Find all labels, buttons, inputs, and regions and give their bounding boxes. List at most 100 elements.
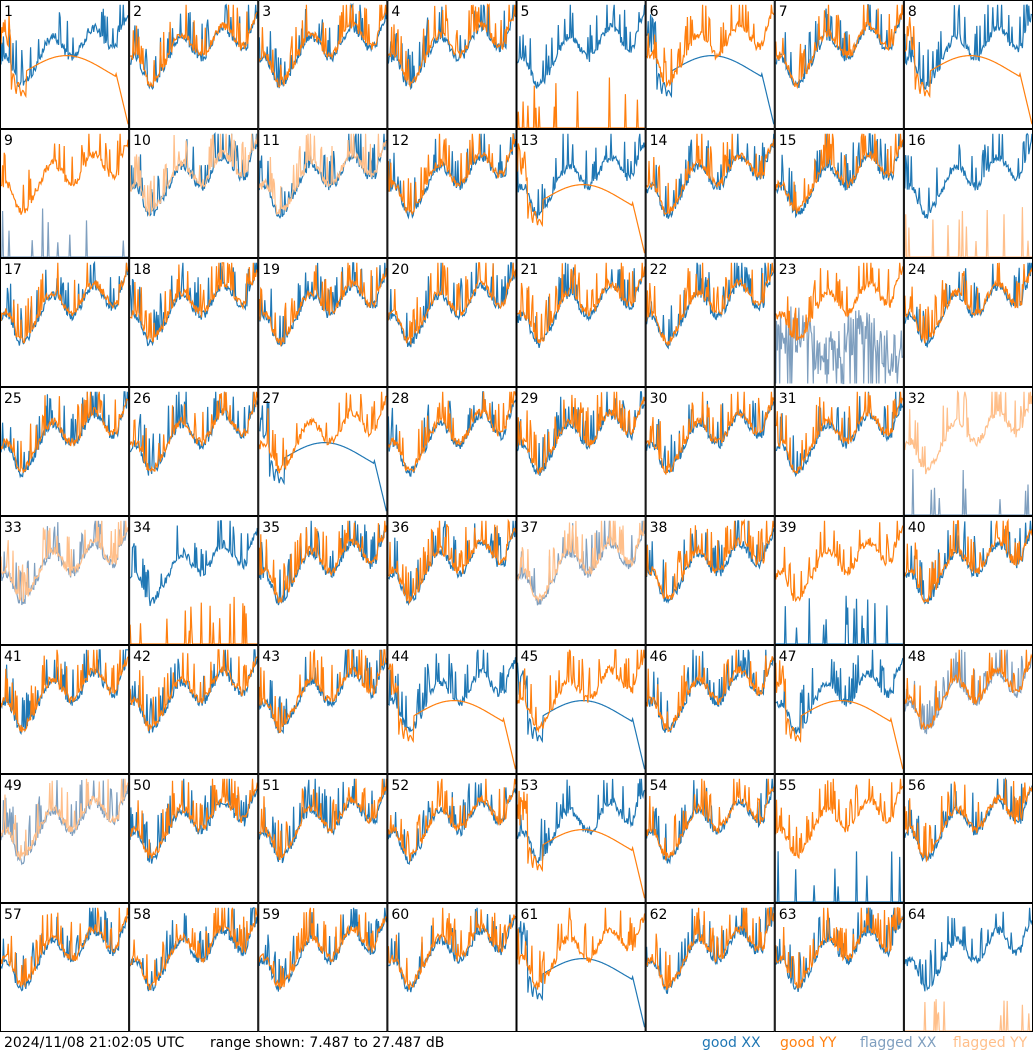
panel-22: 22 (645, 258, 775, 387)
series-yy-32 (904, 389, 1033, 475)
series-yy-50 (129, 778, 258, 859)
series-yy-49 (0, 778, 129, 860)
panel-label: 19 (262, 262, 280, 278)
series-yy-39 (775, 520, 904, 603)
panel-frame (645, 0, 775, 129)
panel-frame (0, 0, 130, 129)
series-yy-22 (646, 262, 775, 347)
panel-39: 39 (774, 516, 904, 645)
series-yy-13 (516, 143, 646, 254)
footer: 2024/11/08 21:02:05 UTC range shown: 7.4… (0, 1032, 1033, 1053)
series-xx-29 (516, 391, 645, 476)
series-yy-36 (388, 518, 517, 604)
panel-frame (774, 258, 904, 387)
panel-12: 12 (387, 129, 517, 258)
panel-frame (774, 387, 904, 516)
panel-label: 52 (391, 778, 409, 794)
series-yy-6 (646, 4, 775, 89)
panel-35: 35 (258, 516, 388, 645)
panel-label: 16 (908, 133, 926, 149)
panel-frame (774, 774, 904, 903)
series-xx-13 (516, 133, 646, 220)
series-yy-14 (646, 133, 775, 216)
panel-47: 47 (774, 645, 904, 774)
panel-5: 5 (516, 0, 646, 129)
panel-56: 56 (903, 774, 1033, 903)
panel-23: 23 (774, 258, 904, 387)
series-yy-15 (775, 133, 904, 214)
series-yy-17 (0, 262, 129, 344)
panel-frame (258, 645, 388, 774)
legend-good-yy: good YY (780, 1035, 837, 1051)
series-yy-64 (904, 999, 1032, 1032)
panel-label: 17 (4, 262, 22, 278)
series-yy-45 (516, 649, 646, 734)
panel-frame (258, 129, 388, 258)
panel-58: 58 (129, 903, 259, 1032)
series-xx-5 (517, 4, 646, 89)
panel-frame (258, 387, 388, 516)
panel-frame (258, 258, 388, 387)
series-xx-37 (516, 520, 646, 606)
panel-frame (645, 387, 775, 516)
series-xx-52 (387, 782, 517, 865)
panel-38: 38 (645, 516, 775, 645)
panel-label: 27 (262, 391, 280, 407)
panel-label: 47 (779, 649, 797, 665)
panel-55: 55 (774, 774, 904, 903)
series-xx-55 (775, 851, 903, 903)
panel-label: 39 (779, 520, 797, 536)
series-yy-26 (129, 391, 258, 473)
series-yy-58 (129, 907, 258, 991)
panel-31: 31 (774, 387, 904, 516)
panel-21: 21 (516, 258, 646, 387)
legend-flagged-xx: flagged XX (860, 1035, 937, 1051)
series-xx-6 (646, 14, 775, 125)
panel-8: 8 (903, 0, 1033, 129)
panel-frame (516, 774, 646, 903)
panel-24: 24 (903, 258, 1033, 387)
panel-label: 55 (779, 778, 797, 794)
panel-frame (258, 903, 388, 1032)
panel-label: 46 (650, 649, 668, 665)
panel-frame (516, 516, 646, 645)
series-yy-23 (775, 262, 904, 341)
panel-frame (258, 516, 388, 645)
panel-30: 30 (645, 387, 775, 516)
panel-label: 30 (650, 391, 668, 407)
panel-label: 26 (133, 391, 151, 407)
panel-frame (774, 645, 904, 774)
panel-label: 32 (908, 391, 926, 407)
series-yy-62 (646, 907, 775, 991)
panel-label: 14 (650, 133, 668, 149)
series-xx-54 (646, 778, 775, 865)
panel-40: 40 (903, 516, 1033, 645)
panel-36: 36 (387, 516, 517, 645)
series-xx-17 (0, 260, 129, 346)
panel-label: 28 (391, 391, 409, 407)
series-xx-24 (904, 262, 1033, 348)
series-yy-20 (387, 262, 517, 345)
series-yy-38 (646, 518, 775, 601)
series-xx-34 (129, 520, 258, 607)
panel-frame (645, 258, 775, 387)
panel-frame (0, 258, 130, 387)
panel-label: 10 (133, 133, 151, 149)
panel-54: 54 (645, 774, 775, 903)
panel-frame (645, 774, 775, 903)
series-yy-10 (129, 133, 258, 217)
panel-34: 34 (129, 516, 259, 645)
series-yy-27 (258, 391, 387, 474)
series-xx-9 (1, 208, 129, 258)
series-yy-57 (0, 907, 129, 988)
panel-frame (774, 129, 904, 258)
panel-frame (258, 0, 388, 129)
series-yy-42 (129, 649, 258, 732)
series-xx-32 (904, 469, 1032, 516)
panel-label: 15 (779, 133, 797, 149)
panel-43: 43 (258, 645, 388, 774)
series-yy-1 (0, 14, 129, 125)
panel-label: 13 (521, 133, 539, 149)
panel-label: 5 (521, 4, 530, 20)
series-yy-54 (646, 778, 775, 861)
